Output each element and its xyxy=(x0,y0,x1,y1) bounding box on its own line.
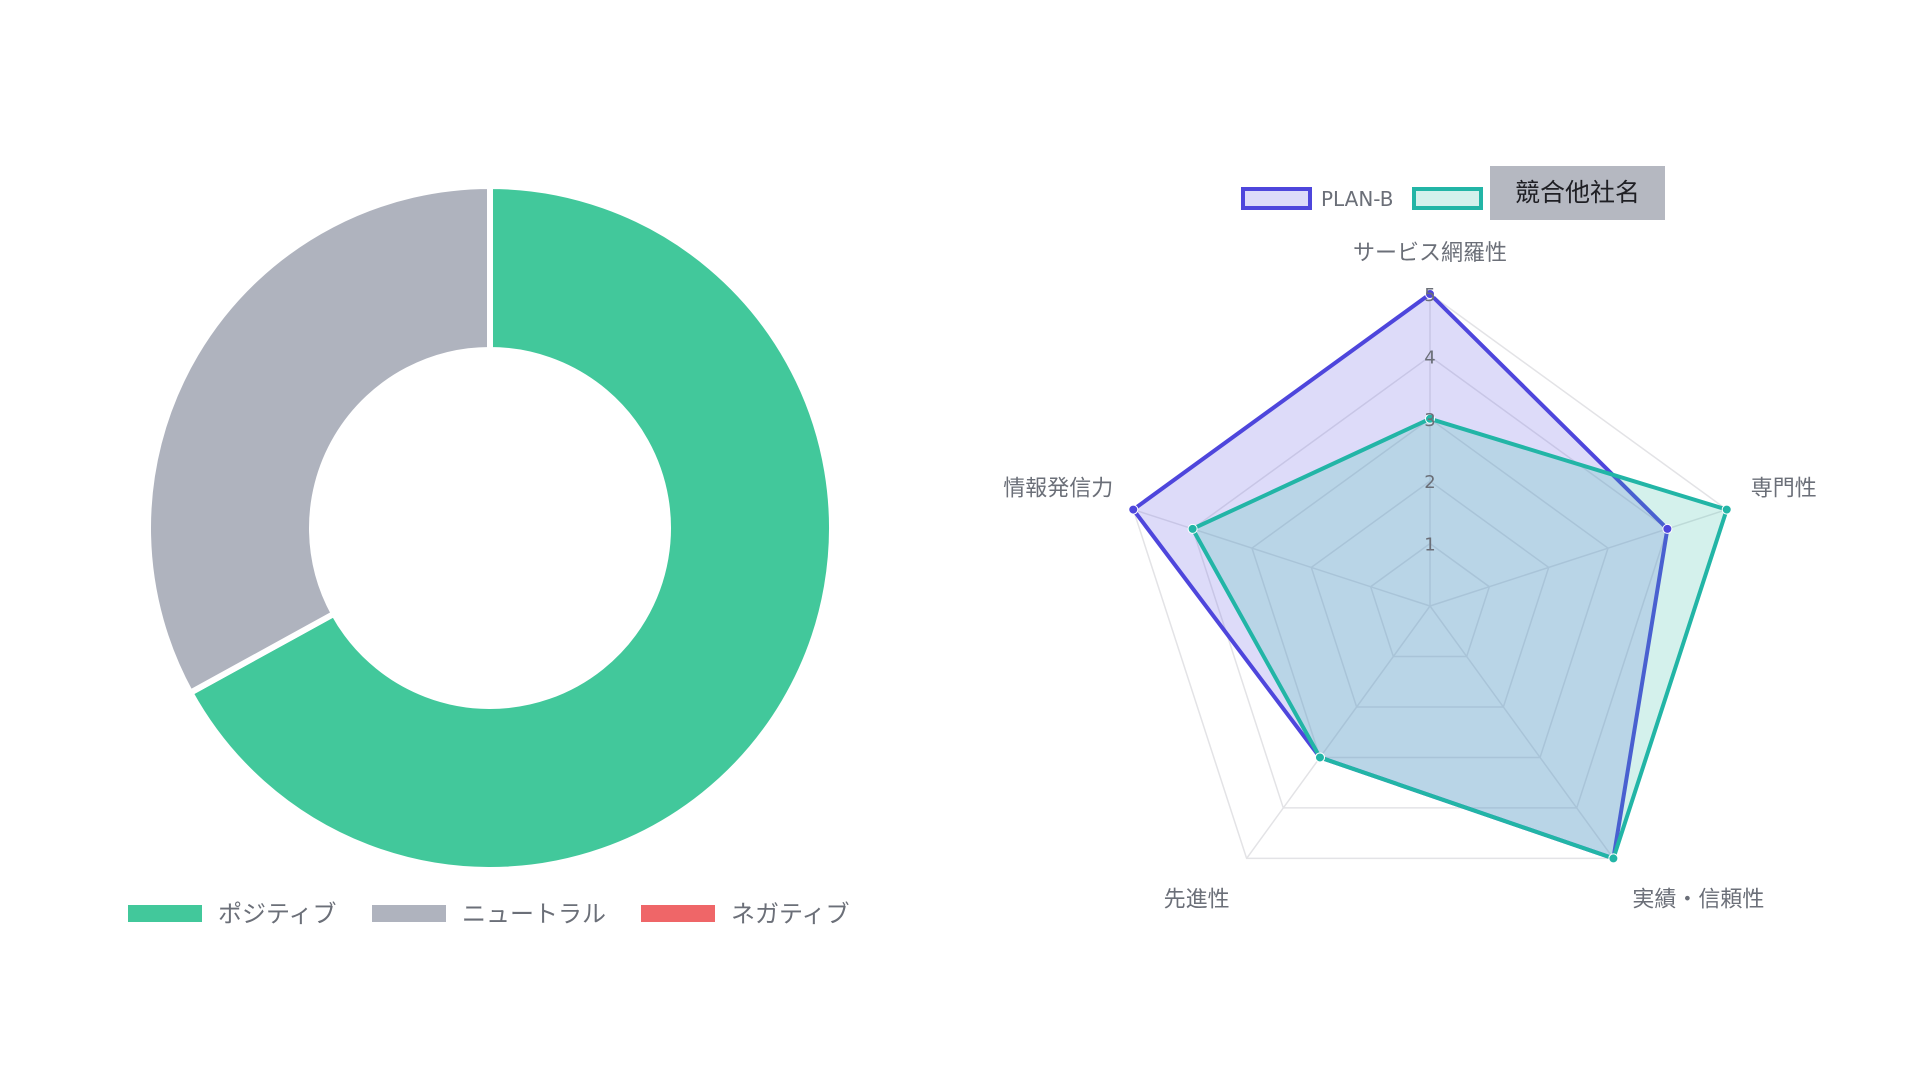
donut-legend: ポジティブ ニュートラル ネガティブ xyxy=(128,900,850,928)
radar-point-0-1[interactable] xyxy=(1662,523,1673,534)
radar-spoke-4 xyxy=(1133,508,1431,607)
radar-point-1-0[interactable] xyxy=(1425,413,1435,424)
radar-point-0-4[interactable] xyxy=(1128,504,1139,515)
radar-point-0-0[interactable] xyxy=(1425,289,1435,299)
radar-tick-3: 3 xyxy=(1424,410,1435,431)
donut-slice-1[interactable] xyxy=(145,182,493,697)
legend-label-0: ポジティブ xyxy=(218,900,337,928)
radar-legend-label-0: PLAN-B xyxy=(1321,187,1394,211)
radar-point-1-3[interactable] xyxy=(1314,752,1325,763)
radar-axis-label-4: 情報発信力 xyxy=(1003,477,1113,502)
radar-series-1[interactable] xyxy=(1190,416,1729,861)
donut-slice-0[interactable] xyxy=(186,182,835,873)
radar-grid-ring-1 xyxy=(1369,542,1491,658)
radar-tick-2: 2 xyxy=(1424,472,1435,493)
legend-label-1: ニュートラル xyxy=(462,900,606,928)
radar-spoke-2 xyxy=(1429,605,1614,859)
radar-spoke-3 xyxy=(1246,605,1431,859)
competitor-name-label: 競合他社名 xyxy=(1490,166,1665,220)
donut-chart xyxy=(145,182,835,873)
legend-swatch-0 xyxy=(128,905,202,922)
legend-swatch-2 xyxy=(641,905,715,922)
legend-swatch-1 xyxy=(372,905,446,922)
radar-point-1-1[interactable] xyxy=(1721,504,1732,515)
radar-grid-ring-2 xyxy=(1310,480,1550,708)
radar-legend-swatch-1 xyxy=(1412,187,1483,210)
radar-tick-4: 4 xyxy=(1424,347,1435,368)
radar-axis-label-0: サービス網羅性 xyxy=(1353,241,1507,266)
radar-spoke-1 xyxy=(1429,508,1727,607)
radar-legend-swatch-0 xyxy=(1241,187,1312,210)
legend-label-2: ネガティブ xyxy=(731,900,850,928)
radar-point-1-2[interactable] xyxy=(1608,853,1619,864)
radar-tick-1: 1 xyxy=(1424,535,1435,556)
radar-grid-ring-3 xyxy=(1251,417,1609,759)
radar-legend: PLAN-B xyxy=(1241,187,1483,211)
radar-axis-label-3: 先進性 xyxy=(1164,887,1230,912)
radar-axis-label-2: 実績・信頼性 xyxy=(1632,887,1764,912)
radar-point-1-4[interactable] xyxy=(1187,523,1198,534)
radar-axis-label-1: 専門性 xyxy=(1751,477,1817,502)
radar-grid-ring-4 xyxy=(1191,355,1669,809)
radar-tick-5: 5 xyxy=(1424,285,1435,306)
